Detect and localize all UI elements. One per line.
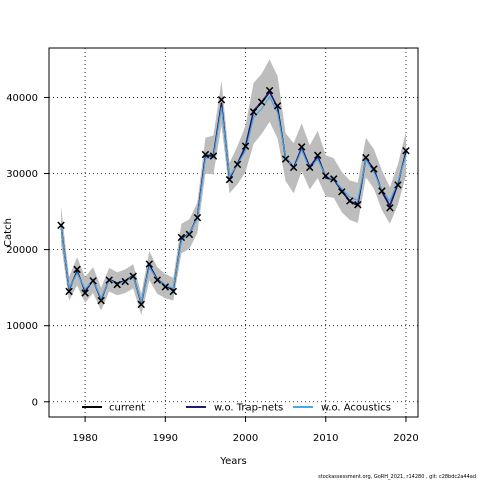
observed-point [330, 175, 338, 183]
observed-point [161, 283, 170, 291]
x-axis: 1980 1990 2000 2010 2020 [72, 417, 419, 444]
observed-point [105, 276, 113, 284]
observed-point [129, 272, 137, 280]
x-tick-label: 1990 [153, 433, 178, 444]
observed-point [322, 172, 330, 180]
footer-text: stockassessment.org, GoRH_2021, r14280 ,… [318, 474, 476, 480]
legend: current w.o. Trap-nets w.o. Acoustics [82, 403, 391, 414]
observed-point [402, 146, 410, 155]
observed-point [121, 277, 129, 286]
observed-point [346, 197, 354, 205]
observed-point [305, 163, 314, 172]
observed-point [65, 287, 73, 296]
legend-label-2: w.o. Acoustics [321, 403, 391, 414]
y-tick-label: 10000 [6, 321, 38, 332]
y-tick-label: 40000 [6, 93, 38, 104]
observed-point [257, 98, 266, 106]
observed-point [362, 153, 370, 162]
grid-lines [49, 48, 418, 417]
observed-point [217, 96, 226, 104]
observed-point [225, 175, 234, 184]
x-tick-label: 2000 [233, 433, 258, 444]
observed-point [289, 163, 298, 172]
x-tick-label: 2020 [393, 433, 418, 444]
observed-point [313, 151, 322, 160]
observed-point [185, 230, 194, 239]
x-tick-label: 1980 [72, 433, 97, 444]
legend-label-1: w.o. Trap-nets [214, 403, 283, 414]
observed-point [338, 188, 346, 196]
observed-point [281, 155, 290, 163]
observed-point [386, 204, 394, 212]
y-axis: 0 10000 20000 30000 40000 [6, 93, 49, 408]
observed-point [354, 200, 362, 209]
observed-point [73, 265, 81, 274]
observed-point [177, 233, 186, 242]
observed-point [81, 289, 89, 297]
observed-point [273, 102, 282, 110]
observed-point [153, 276, 162, 284]
observed-point [370, 165, 378, 173]
observed-point [89, 277, 97, 285]
observed-point [394, 181, 402, 189]
observed-point [265, 86, 274, 95]
x-tick-label: 2010 [313, 433, 338, 444]
observed-point [57, 221, 65, 230]
observed-point [97, 296, 105, 305]
y-axis-title: Catch [3, 218, 14, 247]
x-axis-title: Years [219, 456, 246, 467]
y-tick-label: 0 [32, 397, 38, 408]
observed-point [137, 300, 145, 309]
observed-point [378, 187, 386, 195]
observed-point [193, 213, 202, 222]
y-tick-label: 30000 [6, 169, 38, 180]
confidence-band [61, 59, 406, 316]
observed-point [297, 143, 306, 151]
observed-points [57, 86, 410, 309]
observed-point [249, 108, 258, 116]
observed-point [209, 152, 218, 160]
observed-point [241, 142, 250, 150]
legend-label-0: current [109, 403, 145, 414]
observed-point [169, 287, 178, 296]
observed-point [233, 160, 242, 169]
y-tick-label: 20000 [6, 245, 38, 256]
observed-point [201, 150, 210, 159]
observed-point [113, 280, 121, 289]
observed-point [145, 260, 154, 268]
plot-frame [48, 47, 419, 418]
